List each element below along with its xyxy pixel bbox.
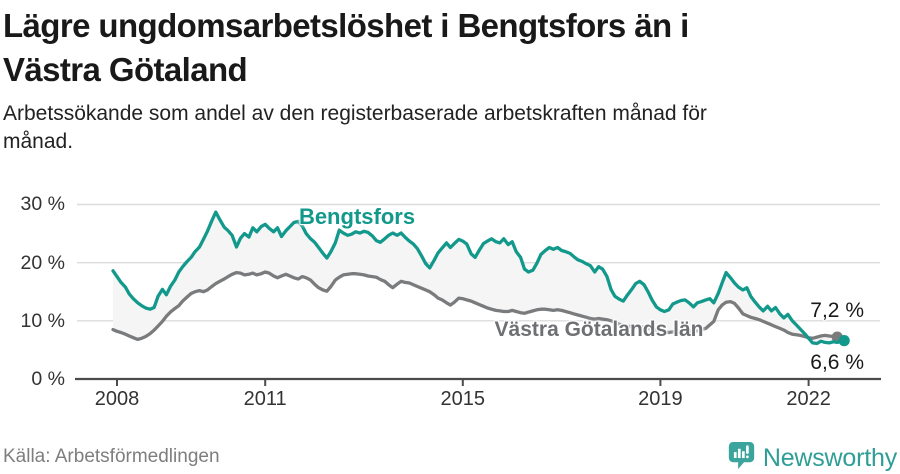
y-tick-label: 10 %	[20, 309, 65, 332]
x-tick-label: 2022	[786, 388, 831, 410]
y-tick-label: 0 %	[31, 368, 65, 390]
page-title-line2: Västra Götaland	[3, 51, 248, 88]
brand-name: Newsworthy	[762, 443, 897, 472]
chart-subtitle-line2: månad.	[3, 130, 74, 153]
end-dot-bengtsfors	[838, 335, 850, 347]
x-tick-label: 2011	[243, 388, 287, 410]
newsworthy-logo: Newsworthy	[728, 441, 897, 474]
x-tick-label: 2019	[638, 388, 683, 410]
x-tick-label: 2008	[94, 388, 140, 410]
end-value-label-bengtsfors: 6,6 %	[810, 351, 864, 374]
series-label-bengtsfors: Bengtsfors	[298, 204, 416, 229]
y-tick-label: 20 %	[20, 251, 65, 274]
end-value-label-vastra-gotaland: 7,2 %	[810, 299, 864, 322]
x-tick-label: 2015	[440, 388, 486, 410]
page-title: Lägre ungdomsarbetslöshet i Bengtsfors ä…	[3, 7, 689, 44]
source-attribution: Källa: Arbetsförmedlingen	[3, 446, 220, 467]
series-label-vastra-gotalands-lan: Västra Götalands län	[494, 318, 704, 341]
newsworthy-bubble-barchart-icon	[728, 441, 755, 474]
chart-subtitle: Arbetssökande som andel av den registerb…	[3, 102, 707, 125]
line-vastra-gotaland	[111, 270, 839, 342]
line-bengtsfors	[111, 210, 846, 346]
y-tick-label: 30 %	[20, 193, 65, 216]
